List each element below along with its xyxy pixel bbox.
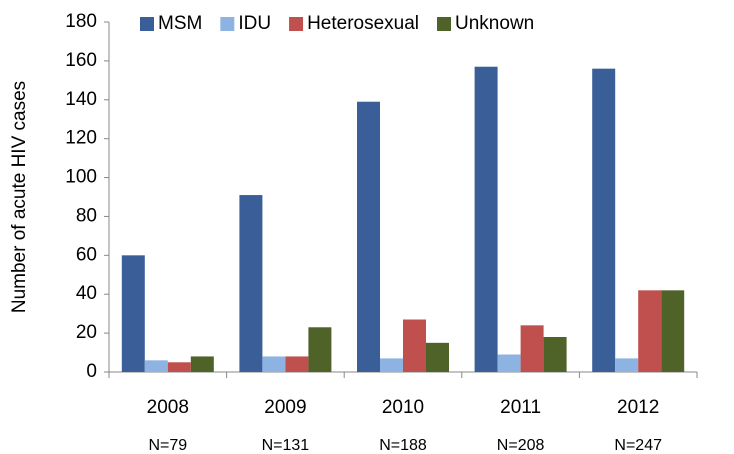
y-tick-label: 160	[65, 50, 97, 71]
bar	[520, 325, 544, 372]
bar	[285, 356, 309, 372]
bar	[426, 342, 449, 372]
y-tick-label: 180	[65, 11, 97, 32]
y-tick-label: 80	[76, 205, 97, 226]
bar	[403, 319, 426, 372]
bar	[497, 354, 521, 372]
x-tick-label: 2012	[617, 397, 659, 418]
bar	[661, 290, 685, 372]
bar	[474, 66, 498, 372]
bar	[167, 362, 191, 372]
y-tick-label: 100	[65, 167, 97, 188]
bar	[190, 356, 214, 372]
bar	[615, 358, 639, 372]
x-tick-label: 2008	[147, 397, 189, 418]
bar	[308, 327, 332, 372]
bar	[543, 337, 567, 372]
x-tick-note: N=79	[148, 437, 187, 454]
bar	[262, 356, 286, 372]
y-tick-label: 120	[65, 128, 97, 149]
bar	[357, 101, 380, 372]
y-tick-label: 140	[65, 89, 97, 110]
bar	[380, 358, 403, 372]
legend-swatch	[140, 17, 154, 31]
legend-swatch	[437, 17, 452, 31]
legend-swatch	[220, 17, 235, 31]
x-tick-label: 2009	[264, 397, 306, 418]
bar	[239, 195, 263, 372]
legend-label: Heterosexual	[307, 13, 419, 34]
bar	[592, 68, 616, 373]
x-tick-note: N=188	[379, 437, 427, 454]
x-tick-note: N=247	[614, 437, 662, 454]
y-tick-label: 60	[76, 244, 97, 265]
y-tick-label: 20	[76, 322, 97, 343]
bar	[144, 360, 168, 372]
y-tick-label: 0	[86, 361, 97, 382]
legend-label: MSM	[158, 13, 202, 34]
y-axis-label: Number of acute HIV cases	[9, 81, 30, 313]
x-tick-label: 2010	[382, 397, 424, 418]
x-tick-note: N=208	[497, 437, 545, 454]
legend-label: IDU	[238, 13, 271, 34]
legend-swatch	[289, 17, 304, 31]
bar	[638, 290, 662, 372]
x-tick-note: N=131	[262, 437, 310, 454]
legend-label: Unknown	[455, 13, 534, 34]
bar	[121, 255, 145, 372]
x-tick-label: 2011	[500, 397, 541, 418]
y-tick-label: 40	[76, 283, 97, 304]
